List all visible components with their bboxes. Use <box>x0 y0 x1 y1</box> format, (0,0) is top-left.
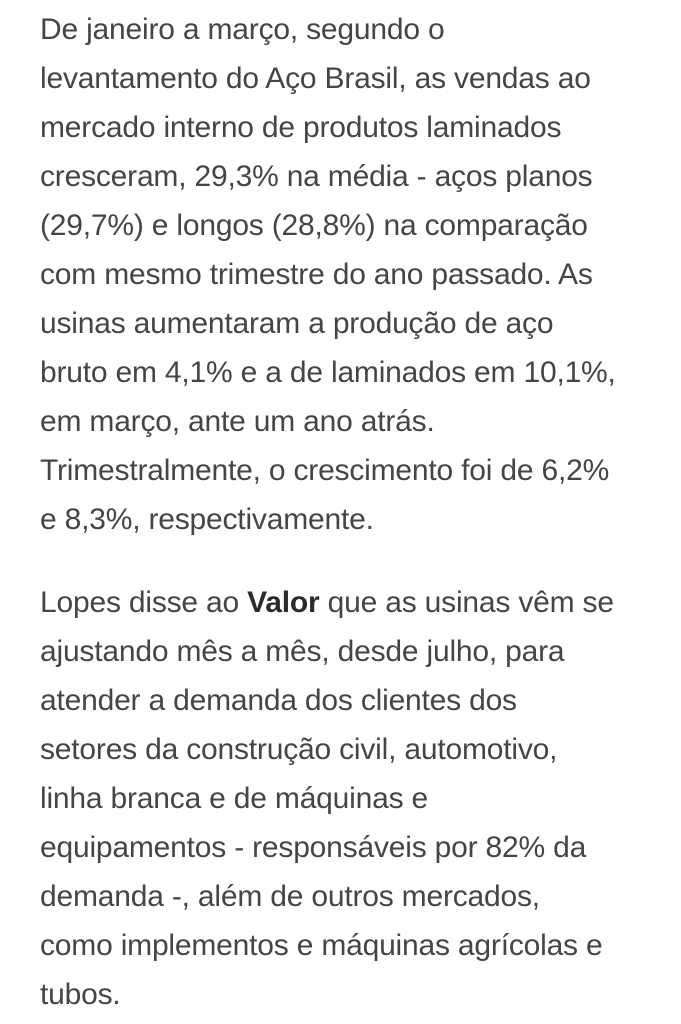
article-paragraph-2: Lopes disse ao Valor que as usinas vêm s… <box>40 578 675 1019</box>
paragraph-2-text-after-bold: que as usinas vêm se ajustando mês a mês… <box>40 586 614 1011</box>
article-paragraph-1: De janeiro a março, segundo o levantamen… <box>40 13 616 536</box>
paragraph-2-text-before-bold: Lopes disse ao <box>40 586 248 619</box>
valor-bold-brand-text: Valor <box>247 586 320 619</box>
